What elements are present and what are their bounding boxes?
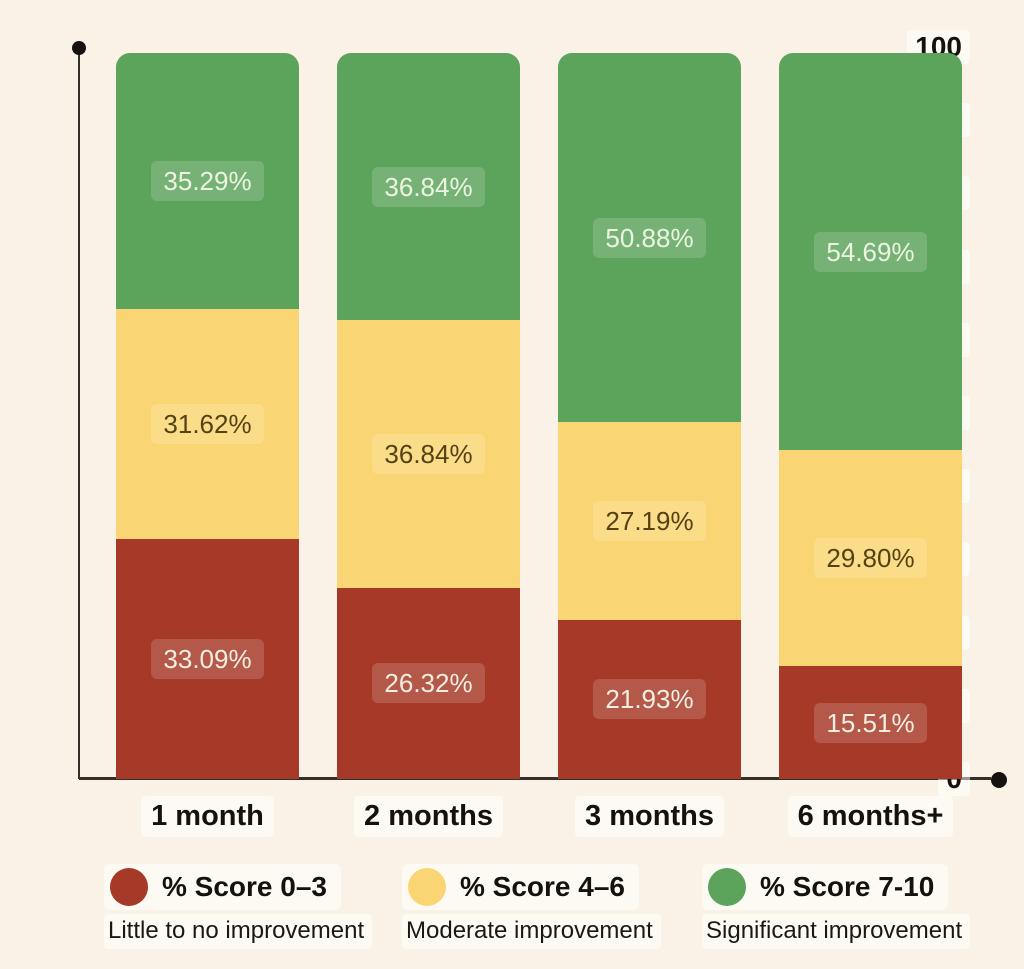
bar-segment: 35.29% [116,53,299,310]
y-axis-line [78,48,80,779]
bar-segment-label: 36.84% [372,166,485,207]
bar-segment-label: 27.19% [593,501,706,542]
x-category-label: 2 months [337,796,520,837]
x-category-label: 1 month [116,796,299,837]
bar-segment: 26.32% [337,587,520,779]
bar-segment-label: 54.69% [814,231,927,272]
legend-swatch [708,868,746,906]
x-category-label: 6 months+ [779,796,962,837]
bar-segment: 36.84% [337,53,520,321]
x-axis-end-dot [991,772,1007,788]
legend-subtitle: Significant improvement [702,914,971,949]
legend-subtitle: Little to no improvement [104,914,373,949]
legend-title: % Score 0–3 [162,871,327,902]
x-category-label-text: 6 months+ [787,796,954,837]
bar-segment-label: 31.62% [151,403,264,444]
bar-segment: 31.62% [116,309,299,539]
bar: 50.88% 27.19% 21.93% [558,53,741,780]
legend-title-row: % Score 0–3 [104,864,341,910]
legend-item: % Score 0–3 Little to no improvement [104,864,373,949]
bar-segment-label: 50.88% [593,217,706,258]
bar-segment-label: 21.93% [593,679,706,720]
legend-swatch [408,868,446,906]
y-axis-end-dot [72,41,86,55]
legend-title: % Score 7-10 [760,871,935,902]
x-category-label: 3 months [558,796,741,837]
bar: 36.84% 36.84% 26.32% [337,53,520,779]
x-category-label-text: 3 months [575,796,724,837]
bar: 35.29% 31.62% 33.09% [116,53,299,779]
bar-segment-label: 26.32% [372,663,485,704]
legend-title-row: % Score 4–6 [402,864,639,910]
bar-segment-label: 29.80% [814,538,927,579]
bar-segment: 54.69% [779,53,962,451]
bar-segment: 15.51% [779,666,962,779]
legend-title: % Score 4–6 [460,871,625,902]
x-axis-line [79,777,991,780]
bar-segment-label: 36.84% [372,434,485,475]
bar-segment-label: 33.09% [151,638,264,679]
x-category-label-text: 2 months [354,796,503,837]
bar-segment: 21.93% [558,619,741,780]
bar-segment: 29.80% [779,450,962,667]
bar-segment: 27.19% [558,422,741,620]
bar-segment-label: 35.29% [151,161,264,202]
bar-segment: 33.09% [116,538,299,779]
bar-segment: 36.84% [337,320,520,588]
bar: 54.69% 29.80% 15.51% [779,53,962,779]
bar-segment: 50.88% [558,53,741,423]
legend-item: % Score 4–6 Moderate improvement [402,864,661,949]
bar-segment-label: 15.51% [814,702,927,743]
legend-swatch [110,868,148,906]
x-category-label-text: 1 month [141,796,274,837]
legend-subtitle: Moderate improvement [402,914,661,949]
legend-title-row: % Score 7-10 [702,864,949,910]
legend-item: % Score 7-10 Significant improvement [702,864,971,949]
